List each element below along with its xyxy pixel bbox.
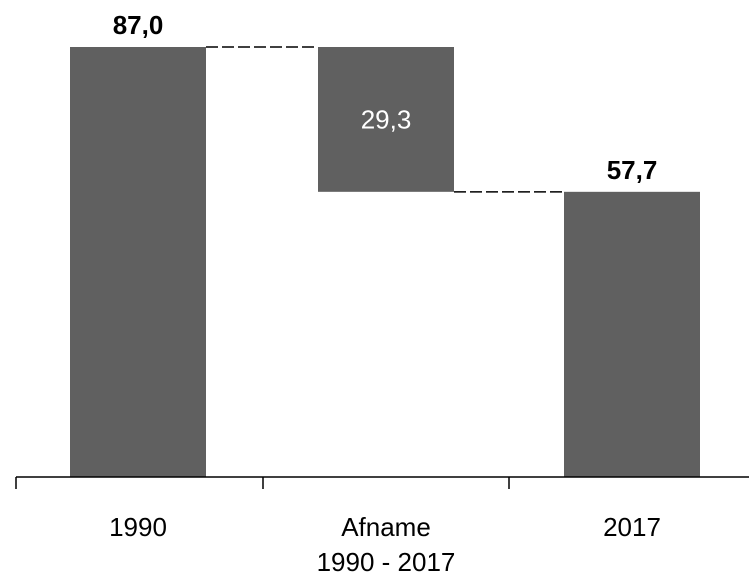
value-label-1: 29,3 xyxy=(361,104,412,134)
bar-0 xyxy=(70,47,206,477)
value-label-2: 57,7 xyxy=(607,155,658,185)
value-label-0: 87,0 xyxy=(113,10,164,40)
category-label-2: 2017 xyxy=(603,512,661,542)
bar-1 xyxy=(318,47,454,192)
category-label-1-line-1: 1990 - 2017 xyxy=(317,547,456,577)
category-label-1-line-0: Afname xyxy=(341,512,431,542)
category-label-0: 1990 xyxy=(109,512,167,542)
bar-2 xyxy=(564,191,700,477)
